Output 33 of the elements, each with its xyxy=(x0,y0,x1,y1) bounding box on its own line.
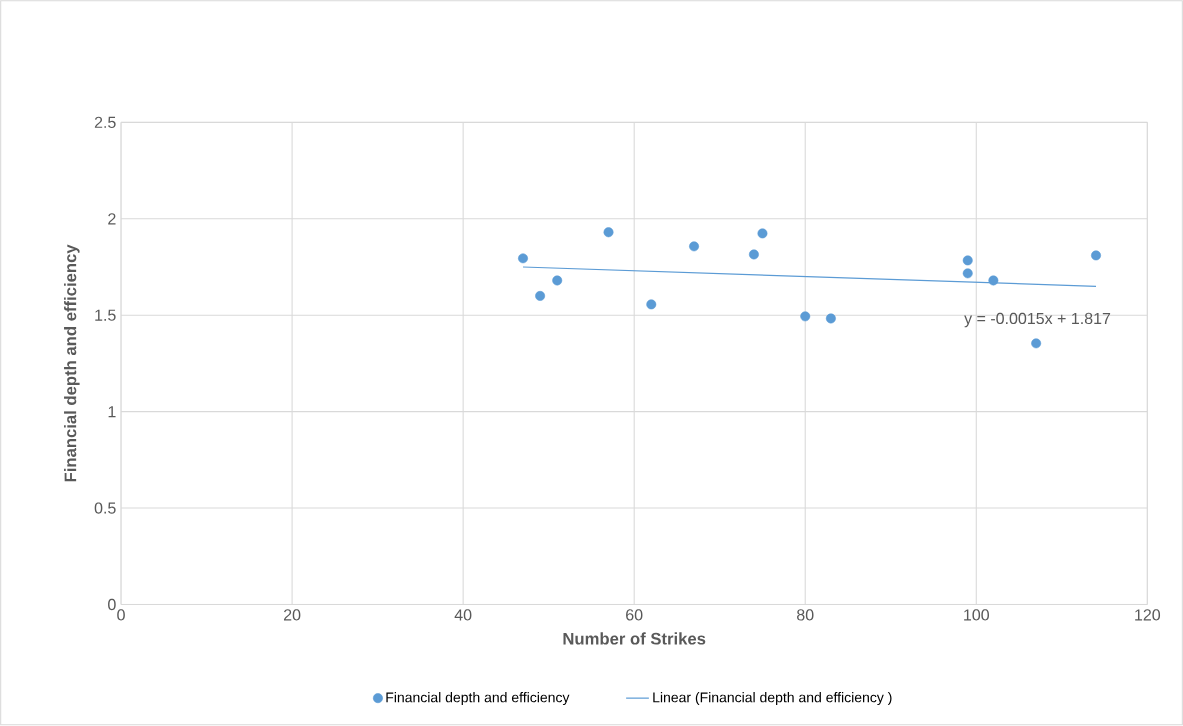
y-axis-title: Financial depth and efficiency xyxy=(64,244,80,482)
point xyxy=(988,275,999,286)
point xyxy=(825,313,836,324)
point xyxy=(748,249,759,260)
point xyxy=(518,253,528,264)
point xyxy=(1091,250,1101,261)
y-tick-label: 1.5 xyxy=(95,309,116,322)
x-tick-label: 20 xyxy=(283,609,301,621)
y-tick-label: 0.5 xyxy=(94,502,116,514)
y-tick-label: 1 xyxy=(108,406,116,418)
annotation: y = -0.0015x + 1.817 xyxy=(964,313,1111,328)
x-axis-title: Number of Strikes xyxy=(563,632,706,645)
x-tick-label: 0 xyxy=(117,609,125,621)
point xyxy=(962,268,973,279)
point xyxy=(603,227,614,238)
point xyxy=(646,299,657,310)
point xyxy=(757,228,768,239)
x-tick-label: 40 xyxy=(454,609,472,621)
x-tick-label: 80 xyxy=(797,609,814,621)
point xyxy=(552,275,563,286)
point xyxy=(800,311,811,322)
point xyxy=(689,241,699,252)
point xyxy=(1031,338,1042,349)
x-tick-label: 120 xyxy=(1135,609,1161,621)
y-tick-label: 0 xyxy=(108,599,116,611)
x-tick-label: 60 xyxy=(626,609,643,621)
x-tick-label: 100 xyxy=(964,609,990,621)
y-tick-label: 2 xyxy=(108,213,116,225)
y-tick-label: 2.5 xyxy=(94,116,116,129)
legend-label: Financial depth and efficiency xyxy=(386,692,570,706)
legend-label: Linear (Financial depth and efficiency ) xyxy=(653,692,892,706)
point xyxy=(535,291,546,302)
point xyxy=(962,255,973,266)
